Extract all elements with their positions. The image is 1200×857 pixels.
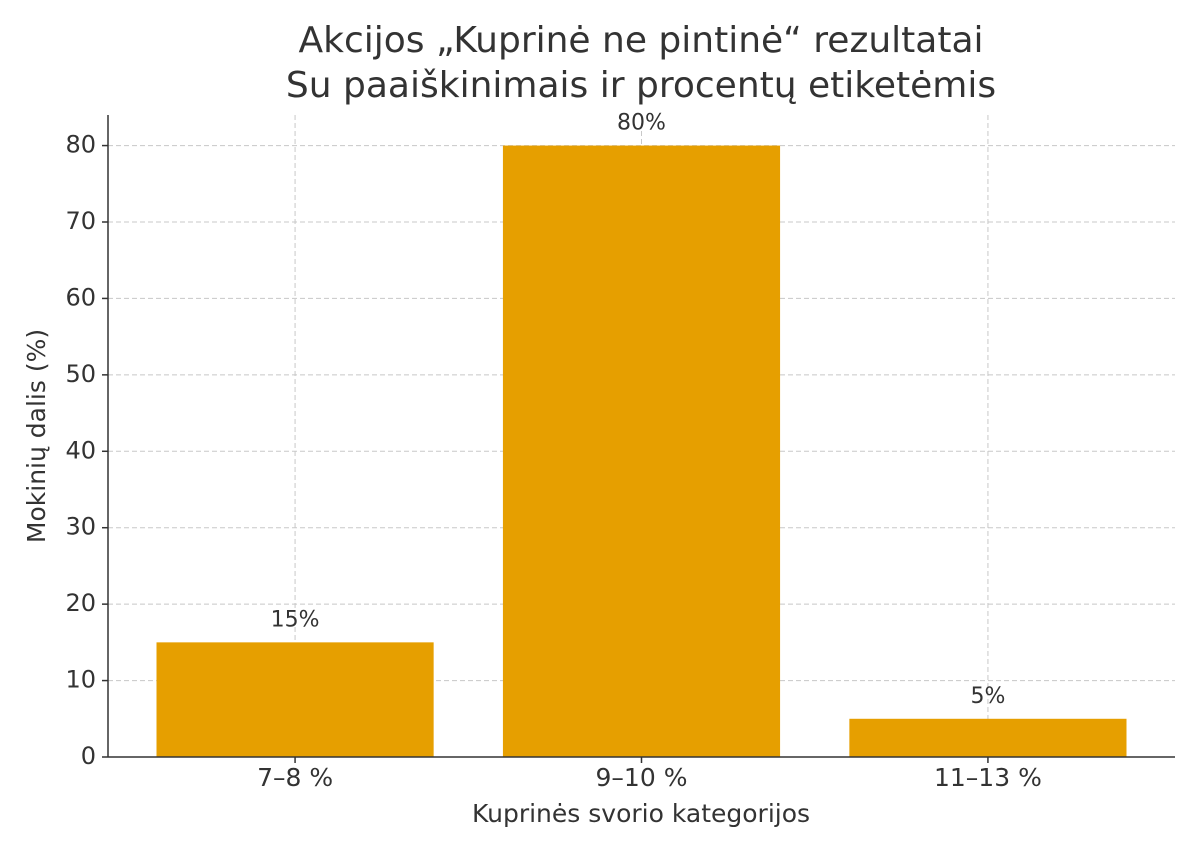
- value-label: 15%: [271, 607, 320, 632]
- y-tick-label: 80: [65, 131, 96, 159]
- x-tick-label: 11–13 %: [934, 763, 1042, 792]
- x-axis-label: Kuprinės svorio kategorijos: [472, 799, 810, 828]
- y-tick-label: 50: [65, 360, 96, 388]
- y-tick-label: 10: [65, 666, 96, 694]
- chart-subtitle: Su paaiškinimais ir procentų etiketėmis: [286, 65, 996, 106]
- y-tick-label: 70: [65, 207, 96, 235]
- bar: [156, 642, 434, 757]
- bar: [502, 145, 781, 758]
- y-tick-label: 40: [65, 436, 96, 464]
- value-label: 5%: [970, 684, 1005, 709]
- y-tick-label: 60: [65, 283, 96, 311]
- y-axis-label: Mokinių dalis (%): [22, 329, 51, 543]
- y-tick-label: 0: [81, 742, 96, 770]
- chart-title: Akcijos „Kuprinė ne pintinė“ rezultatai: [298, 20, 983, 61]
- value-label: 80%: [617, 111, 666, 136]
- bar: [849, 718, 1127, 757]
- x-tick-label: 9–10 %: [596, 763, 688, 792]
- x-tick-label: 7–8 %: [257, 763, 333, 792]
- y-tick-label: 20: [65, 589, 96, 617]
- y-tick-label: 30: [65, 513, 96, 541]
